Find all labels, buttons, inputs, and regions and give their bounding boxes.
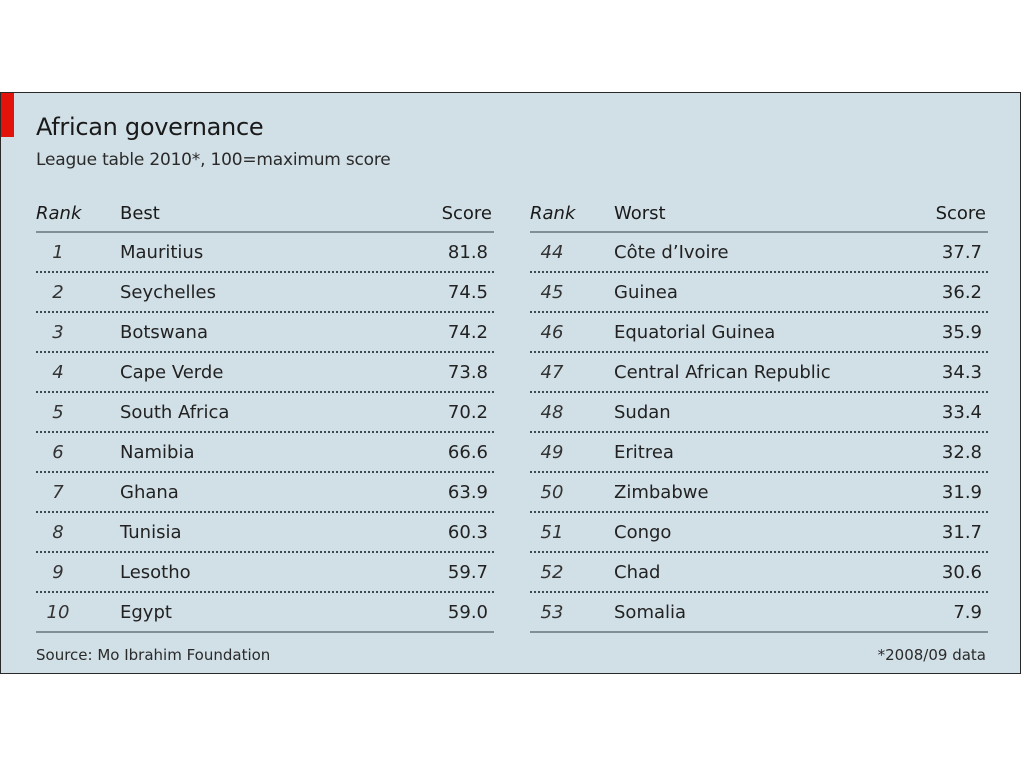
worst-rank-cell: 45 (540, 282, 564, 303)
worst-score-cell: 33.4 (941, 402, 982, 423)
best-score-cell: 59.0 (447, 602, 488, 623)
best-score-cell: 66.6 (447, 442, 488, 463)
best-name-header: Best (120, 203, 160, 224)
best-score-header: Score (441, 203, 492, 224)
worst-table-row: 51 Congo 31.7 (530, 513, 988, 553)
best-country-cell: Botswana (120, 322, 208, 343)
best-rank-cell: 10 (46, 602, 70, 623)
worst-rank-cell: 48 (540, 402, 564, 423)
worst-rank-cell: 47 (540, 362, 564, 383)
best-table-row: 1 Mauritius 81.8 (36, 233, 494, 273)
chart-subtitle: League table 2010*, 100=maximum score (36, 150, 391, 170)
best-table-row: 8 Tunisia 60.3 (36, 513, 494, 553)
worst-country-cell: Eritrea (614, 442, 674, 463)
worst-table-row: 49 Eritrea 32.8 (530, 433, 988, 473)
worst-score-header: Score (935, 203, 986, 224)
worst-country-cell: Congo (614, 522, 672, 543)
worst-score-cell: 35.9 (941, 322, 982, 343)
worst-rank-cell: 49 (540, 442, 564, 463)
worst-rank-cell: 44 (540, 242, 564, 263)
best-table-row: 6 Namibia 66.6 (36, 433, 494, 473)
best-score-cell: 63.9 (447, 482, 488, 503)
best-table-row: 5 South Africa 70.2 (36, 393, 494, 433)
best-rank-cell: 6 (52, 442, 64, 463)
best-rank-cell: 9 (52, 562, 64, 583)
best-table-row: 3 Botswana 74.2 (36, 313, 494, 353)
best-country-cell: Tunisia (120, 522, 182, 543)
worst-rank-cell: 52 (540, 562, 564, 583)
best-rank-cell: 3 (52, 322, 64, 343)
best-country-cell: Mauritius (120, 242, 204, 263)
best-score-cell: 81.8 (447, 242, 488, 263)
best-score-cell: 73.8 (447, 362, 488, 383)
worst-rank-cell: 51 (540, 522, 564, 543)
best-rank-cell: 5 (52, 402, 64, 423)
worst-table-row: 50 Zimbabwe 31.9 (530, 473, 988, 513)
worst-rank-cell: 53 (540, 602, 564, 623)
chart-title: African governance (36, 113, 264, 141)
worst-country-cell: Zimbabwe (614, 482, 709, 503)
worst-table-row: 48 Sudan 33.4 (530, 393, 988, 433)
worst-table-row: 52 Chad 30.6 (530, 553, 988, 593)
chart-card: African governance League table 2010*, 1… (0, 92, 1021, 674)
worst-table-header: Rank Worst Score (530, 193, 988, 233)
best-rank-cell: 7 (52, 482, 64, 503)
worst-country-cell: Chad (614, 562, 661, 583)
worst-score-cell: 30.6 (941, 562, 982, 583)
best-rank-cell: 2 (52, 282, 64, 303)
worst-rank-cell: 46 (540, 322, 564, 343)
best-table-row: 2 Seychelles 74.5 (36, 273, 494, 313)
best-country-cell: South Africa (120, 402, 230, 423)
worst-country-cell: Somalia (614, 602, 687, 623)
best-country-cell: Egypt (120, 602, 172, 623)
best-rank-header: Rank (36, 203, 82, 224)
best-country-cell: Seychelles (120, 282, 216, 303)
worst-score-cell: 31.7 (941, 522, 982, 543)
worst-country-cell: Equatorial Guinea (614, 322, 776, 343)
worst-rank-header: Rank (530, 203, 576, 224)
best-rank-cell: 1 (52, 242, 64, 263)
best-table-row: 4 Cape Verde 73.8 (36, 353, 494, 393)
best-table-row: 9 Lesotho 59.7 (36, 553, 494, 593)
best-country-cell: Cape Verde (120, 362, 224, 383)
worst-country-cell: Guinea (614, 282, 678, 303)
worst-name-header: Worst (614, 203, 666, 224)
best-table-row: 7 Ghana 63.9 (36, 473, 494, 513)
best-table-row: 10 Egypt 59.0 (36, 593, 494, 633)
red-accent-tab (1, 93, 14, 137)
footnote: *2008/09 data (877, 646, 986, 664)
best-rank-cell: 8 (52, 522, 64, 543)
worst-score-cell: 31.9 (941, 482, 982, 503)
worst-country-cell: Sudan (614, 402, 671, 423)
worst-rank-cell: 50 (540, 482, 564, 503)
worst-table-row: 44 Côte d’Ivoire 37.7 (530, 233, 988, 273)
best-country-cell: Lesotho (120, 562, 191, 583)
worst-score-cell: 7.9 (953, 602, 982, 623)
worst-score-cell: 32.8 (941, 442, 982, 463)
worst-score-cell: 34.3 (941, 362, 982, 383)
worst-table: Rank Worst Score 44 Côte d’Ivoire 37.7 45 Gu… (530, 193, 988, 633)
best-table: Rank Best Score 1 Mauritius 81.8 2 Seychelle… (36, 193, 494, 633)
best-score-cell: 74.5 (447, 282, 488, 303)
worst-table-row: 46 Equatorial Guinea 35.9 (530, 313, 988, 353)
best-score-cell: 74.2 (447, 322, 488, 343)
worst-score-cell: 36.2 (941, 282, 982, 303)
best-score-cell: 60.3 (447, 522, 488, 543)
worst-score-cell: 37.7 (941, 242, 982, 263)
worst-table-row: 45 Guinea 36.2 (530, 273, 988, 313)
worst-country-cell: Côte d’Ivoire (614, 242, 729, 263)
worst-table-row: 47 Central African Republic 34.3 (530, 353, 988, 393)
best-country-cell: Namibia (120, 442, 195, 463)
source-note: Source: Mo Ibrahim Foundation (36, 646, 271, 664)
worst-country-cell: Central African Republic (614, 362, 831, 383)
best-score-cell: 70.2 (447, 402, 488, 423)
worst-table-row: 53 Somalia 7.9 (530, 593, 988, 633)
best-country-cell: Ghana (120, 482, 179, 503)
best-table-header: Rank Best Score (36, 193, 494, 233)
best-rank-cell: 4 (52, 362, 64, 383)
best-score-cell: 59.7 (447, 562, 488, 583)
